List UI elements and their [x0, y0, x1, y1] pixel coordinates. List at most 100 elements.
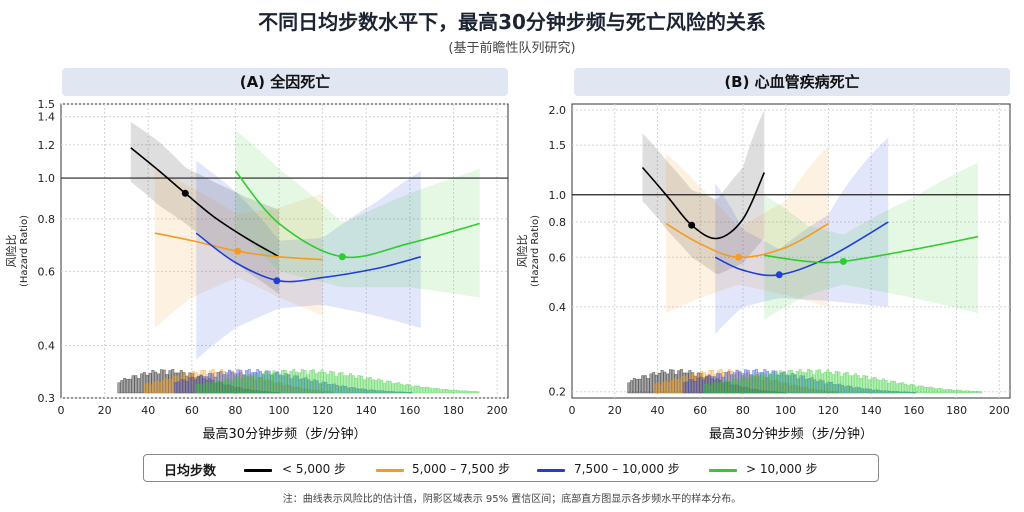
panel-a-histogram-bar — [249, 377, 253, 394]
panel-a-histogram-bar — [128, 378, 132, 394]
panel-a-histogram-bar — [120, 380, 124, 394]
panel-b-histogram-bar — [790, 369, 794, 394]
panel-a-histogram-bar — [125, 378, 129, 394]
panel-a-histogram-bar — [154, 380, 158, 394]
panel-a-histogram-bar — [334, 376, 338, 394]
panel-b-histogram-bar — [762, 373, 766, 394]
panel-a-x-tick-label: 140 — [356, 404, 377, 417]
panel-a-histogram-bar — [346, 375, 350, 394]
panel-b-histogram-bar — [715, 381, 719, 394]
panel-b-histogram-bar — [776, 373, 780, 394]
panel-a-histogram-bar — [235, 376, 239, 394]
panel-b-y-axis-label-en: (Hazard Ratio) — [530, 215, 541, 287]
panel-a-histogram-bar — [309, 369, 313, 394]
panel-b-x-tick-label: 180 — [946, 404, 967, 417]
panel-b-histogram-bar — [661, 381, 665, 394]
panel-a-series-marker — [273, 277, 281, 285]
panel-a-histogram-bar — [349, 373, 352, 394]
panel-b-histogram-bar — [829, 372, 833, 394]
panel-b-histogram-bar — [840, 376, 844, 394]
panel-b-histogram-bar — [848, 375, 852, 394]
panel-b-histogram-bar — [954, 390, 958, 394]
panel-a-histogram-bar — [146, 383, 150, 394]
panel-b-histogram-bar — [632, 378, 636, 394]
panel-b-histogram-bar — [879, 380, 883, 394]
panel-b-histogram-bar — [649, 373, 653, 394]
panel-a-histogram-bar — [275, 371, 279, 394]
panel-a-histogram-bar — [255, 373, 259, 394]
panel-b-x-tick-label: 0 — [569, 404, 576, 417]
legend-swatch-gt10000 — [709, 469, 737, 472]
panel-b-y-tick-label: 1.5 — [549, 139, 567, 152]
panel-b-histogram-bar — [818, 369, 821, 394]
panel-b-histogram-bar — [682, 382, 686, 394]
panel-a-histogram-bar — [227, 378, 231, 394]
panel-a-histogram-bar — [263, 371, 267, 394]
panel-b-x-tick-label: 60 — [693, 404, 707, 417]
panel-a-histogram-bar — [434, 387, 437, 394]
panel-b-histogram-bar — [887, 382, 891, 394]
panel-b-histogram-bar — [737, 381, 741, 394]
panel-a-histogram-bar — [188, 377, 192, 394]
panel-a-histogram-bar — [198, 383, 202, 394]
panel-b-histogram-bar — [672, 378, 676, 394]
panel-a-histogram-bar — [354, 378, 358, 394]
panel-a-histogram-bar — [456, 390, 460, 394]
panel-a-histogram-bar — [425, 386, 429, 394]
panel-a-y-axis-label: 风险比 — [4, 235, 18, 268]
panel-a-histogram-bar — [117, 382, 121, 394]
legend-item-7500-10000: 7,500 – 10,000 步 — [574, 462, 680, 476]
panel-b-histogram-bar — [677, 379, 681, 394]
panel-a-y-tick-label: 1.2 — [38, 139, 56, 152]
panel-a-histogram-bar — [163, 378, 167, 394]
panel-a-histogram-bar — [297, 372, 301, 394]
panel-b-histogram-bar — [754, 375, 758, 394]
panel-a-series-marker — [181, 189, 189, 197]
panel-a-x-tick-label: 160 — [399, 404, 420, 417]
panel-b-x-tick-label: 40 — [650, 404, 664, 417]
panel-b-histogram-bar — [699, 376, 703, 394]
panel-b-histogram-bar — [688, 379, 692, 394]
panel-a-x-tick-label: 180 — [443, 404, 464, 417]
panel-b-histogram-bar — [641, 375, 645, 394]
panel-a-histogram-bar — [419, 387, 423, 394]
panel-b-series-marker — [775, 271, 783, 279]
panel-a-title: (A) 全因死亡 — [62, 68, 508, 96]
legend-item-5000-7500: 5,000 – 7,500 步 — [412, 462, 511, 476]
panel-a-histogram-bar — [195, 383, 199, 394]
panel-a-histogram-bar — [442, 389, 446, 394]
panel-b-histogram-bar — [826, 369, 830, 394]
panel-b-histogram-bar — [702, 379, 706, 394]
panel-b-ci-band — [764, 162, 978, 320]
panel-a-histogram-bar — [323, 372, 327, 394]
panel-b-histogram-bar — [856, 375, 860, 394]
panel-a-histogram-bar — [280, 370, 284, 394]
panel-b-histogram-bar — [709, 384, 713, 394]
panel-b-histogram-bar — [793, 373, 796, 394]
panel-a-histogram-bar — [385, 380, 389, 394]
panel-a-histogram-bar — [343, 375, 347, 394]
panel-b-histogram-bar — [973, 391, 977, 394]
panel-a-histogram-bar — [266, 374, 270, 394]
panel-a-y-tick-label: 1.0 — [38, 172, 56, 185]
panel-a-x-tick-label: 60 — [185, 404, 199, 417]
panel-a-histogram-bar — [169, 379, 173, 394]
panel-a-histogram-bar — [462, 390, 466, 394]
panel-b-histogram-bar — [868, 379, 871, 394]
panel-a-histogram-bar — [451, 390, 454, 394]
panel-b-histogram-bar — [951, 389, 955, 394]
panel-a-histogram-bar — [221, 381, 225, 394]
panel-b-histogram-bar — [652, 383, 656, 394]
panel-a-histogram-bar — [453, 389, 457, 394]
panel-a-histogram-bar — [380, 379, 384, 394]
panel-b-histogram-bar — [820, 373, 824, 394]
panel-b-histogram-bar — [937, 387, 941, 394]
panel-b-histogram-bar — [630, 380, 633, 394]
panel-b-histogram-bar — [704, 383, 708, 394]
panel-a-histogram-bar — [465, 390, 469, 394]
panel-a-histogram-bar — [137, 378, 141, 394]
legend-swatch-lt5000 — [244, 469, 272, 472]
panel-b-histogram-bar — [931, 387, 935, 394]
panel-b-histogram-bar — [743, 376, 746, 394]
panel-b-histogram-bar — [734, 378, 738, 394]
